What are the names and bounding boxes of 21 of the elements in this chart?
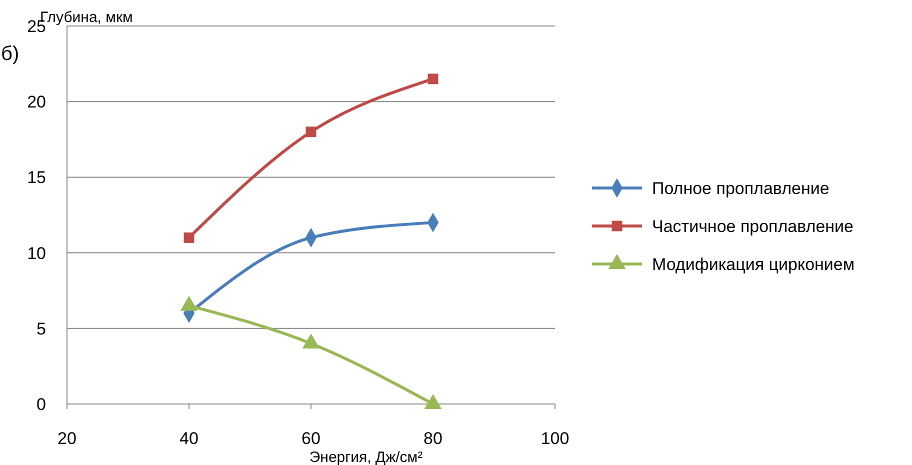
point: [184, 232, 194, 243]
point: [428, 74, 438, 84]
legend-label: Полное проплавление: [652, 179, 830, 198]
legend-label: Частичное проплавление: [652, 217, 854, 236]
x-tick-label: 100: [540, 429, 570, 448]
point: [180, 296, 198, 311]
y-tick-label: 10: [27, 244, 46, 263]
point: [306, 126, 316, 138]
point: [302, 334, 320, 349]
x-tick-label: 40: [180, 429, 198, 448]
y-tick-label: 0: [36, 395, 46, 414]
x-tick-label: 60: [302, 429, 320, 448]
x-tick-label: 80: [424, 429, 442, 448]
y-tick-label: 5: [36, 319, 46, 338]
y-tick-label: 15: [27, 168, 46, 188]
text: б): [1, 43, 20, 65]
x-tick-label: 20: [58, 429, 76, 448]
legend-label: Модификация цирконием: [652, 255, 855, 274]
x-axis-title: Энергия, Дж/см²: [309, 449, 423, 465]
point: [424, 394, 442, 409]
y-tick-label: 20: [27, 92, 46, 112]
